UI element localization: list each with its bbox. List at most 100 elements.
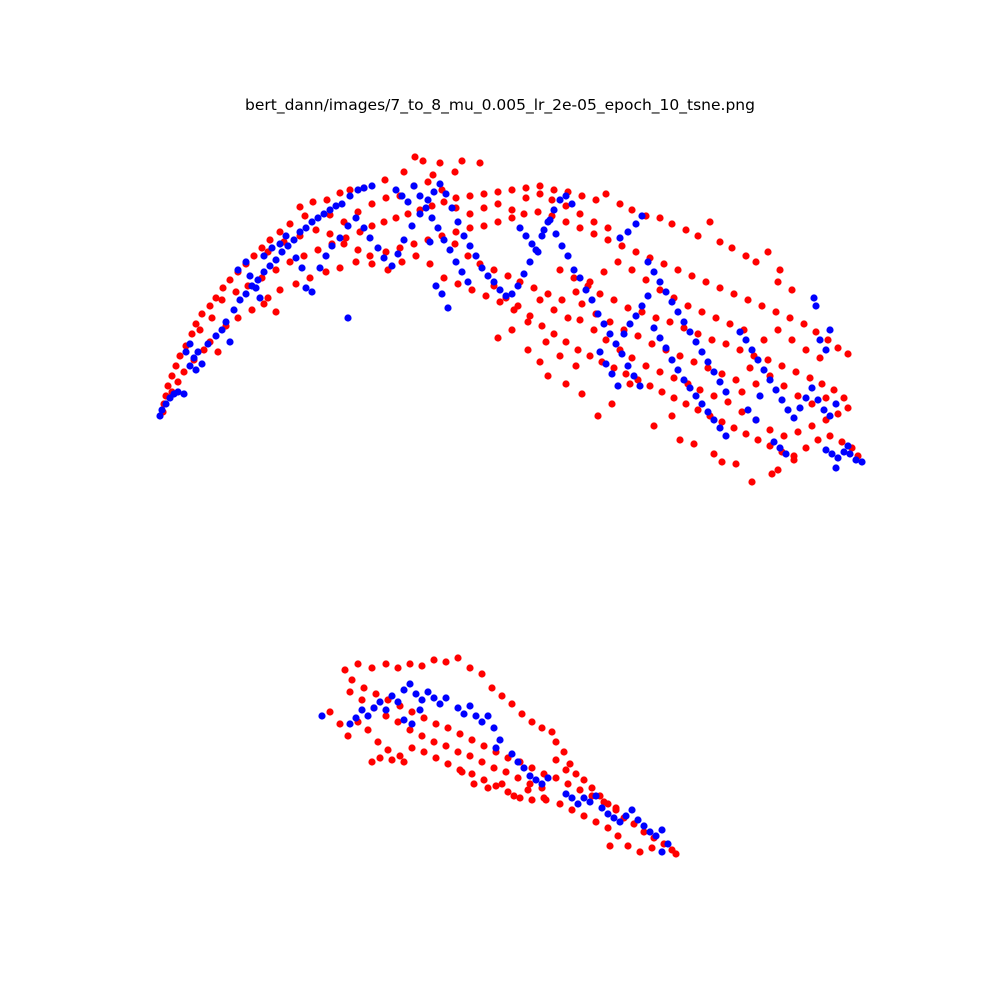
point-0-113 bbox=[674, 266, 682, 274]
point-0-125 bbox=[834, 344, 842, 352]
point-0-83 bbox=[788, 286, 796, 294]
point-0-353 bbox=[580, 776, 588, 784]
point-1-5 bbox=[174, 388, 182, 396]
point-0-252 bbox=[464, 252, 472, 260]
point-0-350 bbox=[560, 748, 568, 756]
point-0-323 bbox=[272, 308, 280, 316]
point-1-180 bbox=[772, 386, 780, 394]
point-1-224 bbox=[418, 696, 426, 704]
point-0-310 bbox=[496, 298, 504, 306]
point-0-147 bbox=[730, 424, 738, 432]
point-0-254 bbox=[490, 266, 498, 274]
point-1-40 bbox=[360, 184, 368, 192]
point-1-18 bbox=[222, 318, 230, 326]
point-0-316 bbox=[196, 326, 204, 334]
point-1-23 bbox=[254, 276, 262, 284]
point-0-60 bbox=[508, 186, 516, 194]
point-1-27 bbox=[278, 248, 286, 256]
point-0-327 bbox=[180, 368, 188, 376]
point-0-311 bbox=[510, 306, 518, 314]
point-1-58 bbox=[336, 234, 344, 242]
point-1-2 bbox=[162, 400, 170, 408]
point-0-24 bbox=[219, 284, 227, 292]
point-1-171 bbox=[710, 416, 718, 424]
point-0-269 bbox=[698, 308, 706, 316]
point-0-268 bbox=[684, 302, 692, 310]
point-0-328 bbox=[174, 378, 182, 386]
point-0-438 bbox=[454, 748, 462, 756]
point-0-404 bbox=[576, 786, 584, 794]
point-0-196 bbox=[778, 362, 786, 370]
point-0-206 bbox=[794, 428, 802, 436]
point-0-372 bbox=[396, 752, 404, 760]
point-1-170 bbox=[704, 408, 712, 416]
point-1-197 bbox=[744, 406, 752, 414]
point-1-201 bbox=[782, 450, 790, 458]
point-1-263 bbox=[652, 832, 660, 840]
point-0-119 bbox=[758, 302, 766, 310]
point-0-419 bbox=[556, 800, 564, 808]
point-0-94 bbox=[410, 240, 418, 248]
point-0-32 bbox=[172, 362, 180, 370]
point-1-211 bbox=[318, 712, 326, 720]
point-1-56 bbox=[322, 252, 330, 260]
point-0-85 bbox=[276, 286, 284, 294]
point-0-50 bbox=[380, 218, 388, 226]
point-0-178 bbox=[774, 466, 782, 474]
point-0-11 bbox=[336, 189, 344, 197]
point-0-232 bbox=[564, 314, 572, 322]
point-0-306 bbox=[440, 274, 448, 282]
point-0-45 bbox=[314, 246, 322, 254]
point-1-160 bbox=[644, 292, 652, 300]
point-0-255 bbox=[504, 272, 512, 280]
point-1-117 bbox=[540, 226, 548, 234]
point-0-56 bbox=[452, 194, 460, 202]
point-0-59 bbox=[494, 188, 502, 196]
point-1-195 bbox=[826, 326, 834, 334]
point-0-360 bbox=[640, 828, 648, 836]
point-0-28 bbox=[192, 320, 200, 328]
point-0-47 bbox=[342, 234, 350, 242]
point-1-253 bbox=[592, 792, 600, 800]
point-1-84 bbox=[508, 290, 516, 298]
point-1-19 bbox=[230, 306, 238, 314]
point-1-221 bbox=[400, 686, 408, 694]
point-0-387 bbox=[372, 690, 380, 698]
point-0-173 bbox=[710, 450, 718, 458]
point-1-38 bbox=[346, 192, 354, 200]
point-0-186 bbox=[638, 308, 646, 316]
point-1-236 bbox=[478, 718, 486, 726]
point-0-51 bbox=[392, 214, 400, 222]
point-0-181 bbox=[570, 274, 578, 282]
point-0-349 bbox=[552, 738, 560, 746]
point-1-99 bbox=[416, 192, 424, 200]
point-0-208 bbox=[766, 426, 774, 434]
point-1-89 bbox=[538, 232, 546, 240]
point-0-270 bbox=[712, 314, 720, 322]
point-0-348 bbox=[548, 728, 556, 736]
point-0-392 bbox=[432, 720, 440, 728]
point-0-346 bbox=[528, 718, 536, 726]
point-1-68 bbox=[408, 222, 416, 230]
point-0-165 bbox=[578, 390, 586, 398]
point-0-422 bbox=[592, 818, 600, 826]
point-1-185 bbox=[802, 394, 810, 402]
point-1-243 bbox=[520, 764, 528, 772]
point-0-191 bbox=[708, 336, 716, 344]
point-0-230 bbox=[536, 296, 544, 304]
point-0-340 bbox=[466, 664, 474, 672]
point-0-430 bbox=[358, 696, 366, 704]
point-0-74 bbox=[694, 232, 702, 240]
point-0-443 bbox=[514, 774, 522, 782]
point-0-382 bbox=[516, 794, 524, 802]
point-1-63 bbox=[374, 244, 382, 252]
chart-title: bert_dann/images/7_to_8_mu_0.005_lr_2e-0… bbox=[245, 96, 755, 114]
point-1-98 bbox=[410, 182, 418, 190]
point-0-365 bbox=[326, 708, 334, 716]
point-0-217 bbox=[656, 368, 664, 376]
point-1-262 bbox=[646, 828, 654, 836]
point-0-381 bbox=[504, 788, 512, 796]
point-0-299 bbox=[340, 240, 348, 248]
point-1-120 bbox=[558, 242, 566, 250]
point-0-144 bbox=[694, 406, 702, 414]
